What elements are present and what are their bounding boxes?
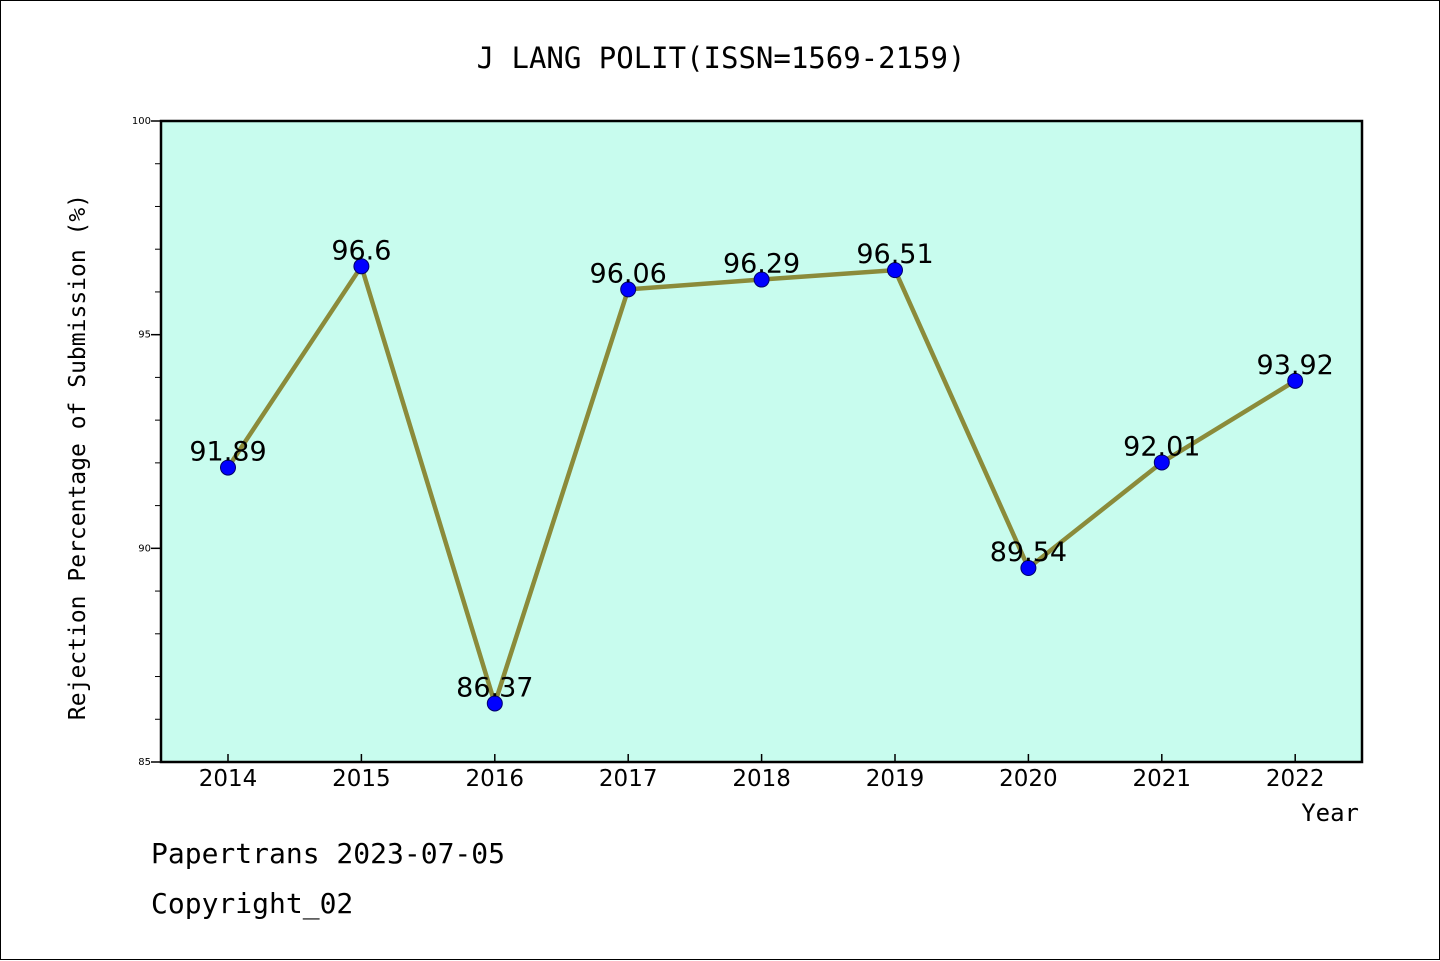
y-tick-label: 90 <box>138 543 151 554</box>
data-point <box>220 459 236 476</box>
data-label: 89.54 <box>990 537 1067 568</box>
x-tick-label: 2017 <box>599 766 658 792</box>
data-label: 93.92 <box>1257 350 1334 381</box>
data-point <box>353 258 370 275</box>
data-label: 86.37 <box>456 672 533 703</box>
y-tick-label: 85 <box>138 757 151 768</box>
series-line: 91.89 96.6 86.37 96.06 96.29 96.51 89.54 92.01 9… <box>189 235 1334 712</box>
chart-title: J LANG POLIT(ISSN=1569-2159) <box>477 41 966 75</box>
data-label: 96.29 <box>723 249 800 280</box>
data-point <box>1153 454 1170 471</box>
data-point <box>1020 559 1037 576</box>
x-tick-label: 2019 <box>866 766 925 792</box>
x-axis: 2014 2015 2016 2017 2018 2019 2020 2021 2022 <box>199 754 1325 792</box>
x-tick-label: 2022 <box>1266 766 1325 792</box>
data-point <box>1287 372 1304 389</box>
x-tick-label: 2021 <box>1133 766 1192 792</box>
data-label: 91.89 <box>189 437 266 468</box>
y-axis: 85 90 95 100 <box>132 116 161 768</box>
data-label: 96.51 <box>856 239 933 270</box>
footer-date: Papertrans 2023-07-05 <box>151 837 506 870</box>
footer-copyright: Copyright_02 <box>151 887 354 920</box>
x-tick-label: 2016 <box>466 766 525 792</box>
x-tick-label: 2020 <box>999 766 1058 792</box>
data-point <box>753 271 770 288</box>
plot-area <box>159 119 1364 764</box>
x-tick-label: 2018 <box>732 766 791 792</box>
x-tick-label: 2014 <box>199 766 258 792</box>
x-tick-label: 2015 <box>332 766 391 792</box>
data-point <box>620 281 637 298</box>
data-label: 92.01 <box>1123 431 1200 462</box>
y-axis-label: Rejection Percentage of Submission (%) <box>65 194 91 720</box>
data-label: 96.06 <box>590 258 667 289</box>
y-tick-label: 95 <box>138 330 151 341</box>
x-axis-label: Year <box>1301 799 1359 827</box>
data-label: 96.6 <box>331 235 391 266</box>
data-point <box>887 262 903 279</box>
y-tick-label: 100 <box>132 116 151 127</box>
data-point <box>486 695 503 712</box>
